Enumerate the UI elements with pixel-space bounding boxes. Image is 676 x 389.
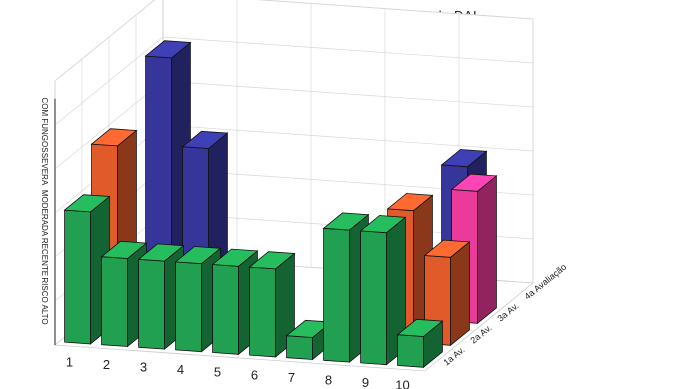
x-tick-label: 6 [251,367,258,382]
bars [63,40,498,369]
bar-top [423,239,471,258]
bar-top [144,40,192,59]
z-tick-label: SEVERA [40,153,49,186]
x-tick-label: 7 [288,370,295,385]
bar [144,40,192,279]
bar-top [63,194,111,213]
x-tick-label: 10 [395,378,409,389]
bar-front [212,264,239,355]
bar-front [360,230,387,366]
bar-top [359,215,407,234]
z-tick-label: COM FUNGOS [40,97,49,152]
bar-top [396,318,444,337]
x-tick-label: 8 [325,373,332,388]
bar [63,194,111,345]
bar-top [174,246,222,265]
bar-top [137,243,185,262]
bar-top [450,173,498,192]
z-tick-label: MODERADA [40,190,49,237]
bar-top [322,212,370,231]
x-tick-label: 4 [177,362,184,377]
bar-front [249,266,276,358]
gridline-z [54,0,534,82]
gridline-z [54,36,534,126]
bar-front [64,209,91,345]
bar-front [397,334,424,368]
bar-top [211,248,259,267]
bar-side [477,175,497,325]
bar-side [450,241,470,347]
bar [396,318,444,369]
z-tick-label: RECENTE [40,238,49,276]
bar-top [181,130,229,149]
bar-front [175,261,202,353]
x-axis-title: C [232,386,241,389]
bar-front [286,335,313,360]
bar-top [90,128,138,147]
x-tick-label: 5 [214,365,221,380]
bar-top [386,193,434,212]
x-tick-label: 9 [362,375,369,389]
bar-top [440,149,488,168]
x-tick-label: 2 [103,357,110,372]
x-tick-label: 1 [66,354,73,369]
x-tick-label: 3 [140,360,147,375]
bar-front [323,227,350,363]
bar-front [101,256,128,347]
bar-top [248,251,296,270]
bar [359,215,407,366]
bar [248,251,296,358]
z-tick-label: RISCO ALTO [40,277,49,324]
bar-front [138,258,165,350]
bar-top [100,240,148,259]
